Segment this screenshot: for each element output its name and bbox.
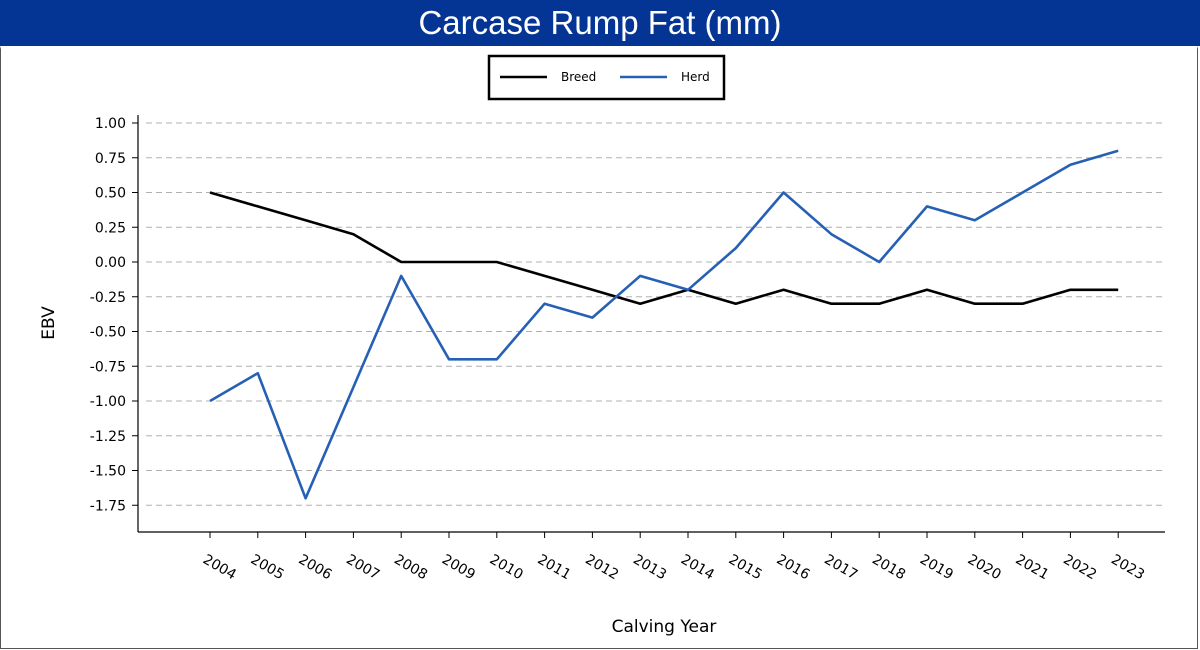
x-tick-label: 2016: [774, 552, 813, 584]
y-tick-label: -0.75: [90, 359, 126, 375]
series-line-breed: [209, 191, 1119, 306]
y-axis-label: EBV: [39, 306, 59, 340]
y-tick-label: -1.25: [90, 429, 126, 445]
x-tick-label: 2011: [535, 552, 574, 584]
series-line-herd: [209, 149, 1119, 500]
x-axis-label: Calving Year: [612, 617, 717, 637]
y-tick-label: 1.00: [95, 116, 126, 132]
x-tick-label: 2021: [1013, 552, 1052, 584]
x-tick-label: 2018: [869, 552, 908, 584]
chart-frame: [0, 46, 1198, 649]
x-tick-label: 2013: [630, 552, 669, 584]
x-tick-label: 2023: [1108, 552, 1147, 584]
x-tick-label: 2019: [917, 552, 956, 584]
axes: [132, 115, 1165, 538]
legend-label-herd: Herd: [681, 70, 710, 84]
legend: Breed Herd: [487, 54, 726, 101]
x-tick-label: 2004: [200, 552, 239, 584]
y-tick-labels: 1.00 0.75 0.50 0.25 0.00 -0.25 -0.50 -0.75 -1.00…: [90, 116, 126, 514]
x-tick-label: 2022: [1060, 552, 1099, 584]
grid-lines: [146, 122, 1165, 506]
x-tick-label: 2009: [439, 552, 478, 584]
x-tick-label: 2014: [678, 552, 717, 584]
chart-title-bar: Carcase Rump Fat (mm): [0, 0, 1200, 46]
y-tick-label: 0.50: [95, 186, 126, 202]
y-tick-label: -0.50: [90, 325, 126, 341]
y-tick-label: -1.50: [90, 464, 126, 480]
x-tick-label: 2015: [726, 552, 765, 584]
y-tick-label: -1.75: [90, 498, 126, 514]
chart-title: Carcase Rump Fat (mm): [418, 4, 782, 41]
x-tick-label: 2017: [821, 552, 860, 584]
x-tick-label: 2006: [296, 552, 335, 584]
y-tick-label: 0.25: [95, 220, 126, 236]
y-tick-label: -0.25: [90, 290, 126, 306]
x-tick-labels: 2004 2005 2006 2007 2008 2009 2010 2011 2012 2013…: [200, 552, 1147, 584]
y-tick-label: 0.00: [95, 255, 126, 271]
y-tick-label: -1.00: [90, 394, 126, 410]
x-tick-label: 2008: [391, 552, 430, 584]
x-tick-label: 2010: [487, 552, 526, 584]
legend-label-breed: Breed: [561, 70, 596, 84]
x-tick-label: 2005: [248, 552, 287, 584]
x-tick-label: 2012: [582, 552, 621, 584]
series-lines: [209, 149, 1119, 500]
x-tick-label: 2007: [343, 552, 382, 584]
x-tick-label: 2020: [965, 552, 1004, 584]
y-tick-label: 0.75: [95, 151, 126, 167]
